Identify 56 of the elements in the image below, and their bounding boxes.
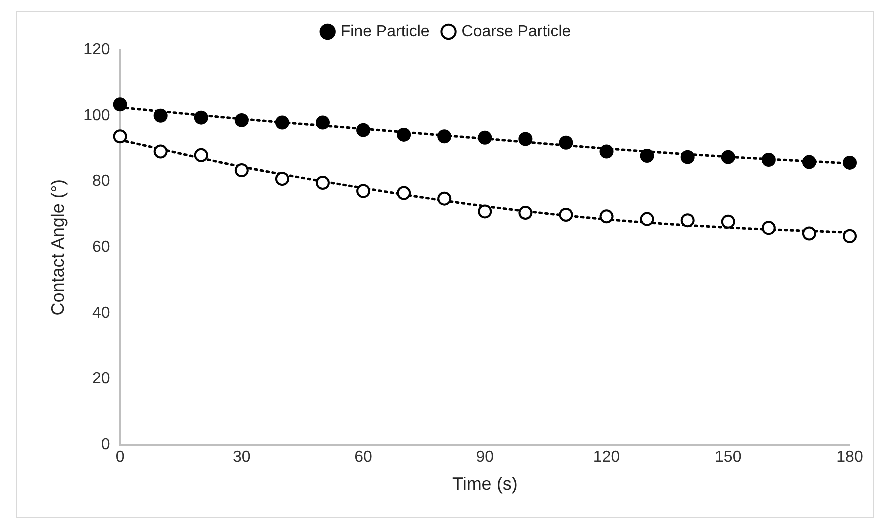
legend-label: Coarse Particle: [462, 23, 572, 40]
point: [843, 156, 857, 170]
point: [234, 113, 249, 128]
y-axis-title: Contact Angle (°): [48, 179, 68, 316]
y-tick-label: 120: [84, 41, 110, 58]
point: [113, 130, 128, 144]
point: [356, 123, 371, 138]
point: [559, 136, 574, 150]
point: [275, 116, 290, 130]
point: [397, 128, 412, 142]
point: [275, 172, 290, 186]
point: [154, 144, 168, 159]
point: [640, 149, 654, 164]
y-tick-label: 0: [101, 436, 110, 454]
point: [478, 130, 492, 145]
x-tick-label: 120: [593, 449, 620, 466]
x-tick-label: 30: [233, 449, 251, 466]
y-tick-label: 80: [92, 173, 110, 190]
point: [762, 153, 776, 167]
x-tick-label: 90: [476, 449, 494, 466]
point: [762, 221, 776, 236]
point: [316, 176, 330, 190]
legend-label: Fine Particle: [340, 23, 430, 40]
point: [234, 164, 249, 178]
point: [316, 116, 330, 130]
point: [802, 226, 816, 241]
x-tick-label: 150: [715, 449, 742, 466]
point: [721, 214, 736, 229]
point: [397, 186, 412, 200]
y-tick-label: 60: [92, 239, 110, 256]
y-tick-label: 40: [92, 304, 110, 322]
y-tick-label: 100: [84, 107, 110, 124]
point: [802, 155, 816, 170]
x-tick-label: 0: [116, 449, 125, 466]
point: [680, 150, 695, 164]
point: [438, 192, 452, 206]
point: [438, 130, 452, 144]
point: [640, 212, 654, 226]
point: [680, 214, 695, 228]
x-tick-label: 180: [836, 449, 864, 466]
point: [600, 144, 614, 159]
x-tick-label: 60: [354, 449, 373, 466]
point: [721, 150, 736, 164]
point: [356, 184, 371, 198]
point: [843, 229, 857, 244]
point: [478, 204, 492, 219]
point: [113, 98, 128, 112]
point: [559, 208, 574, 222]
point: [194, 148, 208, 162]
point: [600, 210, 614, 224]
point: [194, 110, 208, 125]
y-tick-label: 20: [92, 370, 110, 388]
point: [518, 206, 533, 220]
x-axis-title: Time (s): [452, 474, 518, 494]
point: [518, 132, 533, 146]
point: [154, 108, 168, 123]
